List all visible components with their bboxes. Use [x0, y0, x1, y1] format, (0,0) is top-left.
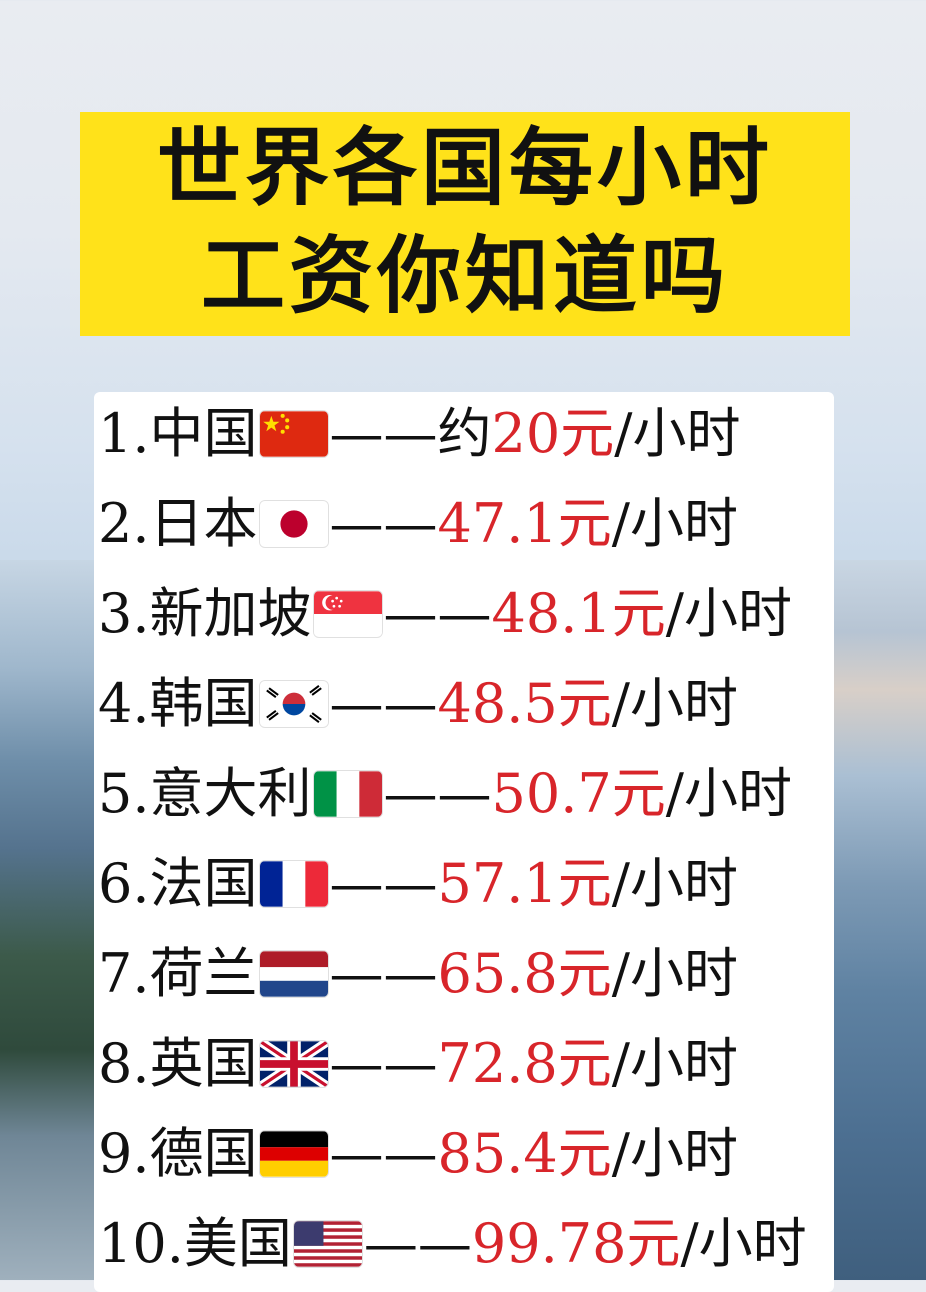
country-name: 德国: [149, 1122, 258, 1185]
wage-amount: 20元: [491, 402, 615, 465]
uk-flag-icon: [259, 1041, 328, 1087]
wage-amount: 47.1元: [437, 492, 612, 555]
dash: ——: [383, 582, 492, 645]
rank-number: 7.: [98, 942, 150, 1005]
country-name: 美国: [183, 1212, 292, 1275]
wage-unit: /小时: [611, 1122, 738, 1185]
japan-flag-icon: [259, 501, 328, 547]
list-item: 1. 中国 —— 约 20元 /小时: [98, 394, 740, 474]
dash: ——: [329, 492, 438, 555]
france-flag-icon: [259, 861, 328, 907]
country-name: 英国: [149, 1032, 258, 1095]
list-item: 2. 日本 —— 47.1元 /小时: [98, 484, 738, 564]
wage-unit: /小时: [665, 582, 792, 645]
dash: ——: [383, 762, 492, 825]
wage-amount: 65.8元: [437, 942, 612, 1005]
title-banner: 世界各国每小时 工资你知道吗: [80, 112, 850, 336]
singapore-flag-icon: [313, 591, 382, 637]
wage-unit: /小时: [611, 492, 738, 555]
title-line-1: 世界各国每小时: [156, 118, 773, 217]
list-item: 3. 新加坡 —— 48.1元 /小时: [98, 574, 792, 654]
background-city-right: [816, 560, 926, 1280]
netherlands-flag-icon: [259, 951, 328, 997]
rank-number: 1.: [98, 402, 150, 465]
list-item: 5. 意大利 —— 50.7元 /小时: [98, 754, 792, 834]
wage-unit: /小时: [665, 762, 792, 825]
dash: ——: [363, 1212, 472, 1275]
title-line-2: 工资你知道吗: [200, 226, 729, 325]
wage-unit: /小时: [611, 1032, 738, 1095]
wage-unit: /小时: [611, 672, 738, 735]
wage-list-card: 1. 中国 —— 约 20元 /小时 2. 日本 —— 47.1元 /小时 3.…: [94, 392, 834, 1292]
list-item: 6. 法国 —— 57.1元 /小时: [98, 844, 738, 924]
dash: ——: [329, 852, 438, 915]
list-item: 9. 德国 —— 85.4元 /小时: [98, 1114, 738, 1194]
rank-number: 9.: [98, 1122, 150, 1185]
rank-number: 10.: [98, 1212, 184, 1275]
wage-unit: /小时: [611, 942, 738, 1005]
wage-unit: /小时: [611, 852, 738, 915]
korea-flag-icon: [259, 681, 328, 727]
wage-unit: /小时: [614, 402, 741, 465]
wage-amount: 50.7元: [491, 762, 666, 825]
rank-number: 3.: [98, 582, 150, 645]
usa-flag-icon: [293, 1221, 362, 1267]
list-item: 7. 荷兰 —— 65.8元 /小时: [98, 934, 738, 1014]
country-name: 意大利: [149, 762, 312, 825]
background-coastline-left: [0, 560, 110, 1280]
country-name: 荷兰: [149, 942, 258, 1005]
wage-amount: 72.8元: [437, 1032, 612, 1095]
country-name: 韩国: [149, 672, 258, 735]
wage-amount: 85.4元: [437, 1122, 612, 1185]
wage-amount: 99.78元: [471, 1212, 681, 1275]
wage-amount: 48.5元: [437, 672, 612, 735]
wage-amount: 48.1元: [491, 582, 666, 645]
list-item: 8. 英国 —— 72.8元 /小时: [98, 1024, 738, 1104]
country-name: 法国: [149, 852, 258, 915]
country-name: 新加坡: [149, 582, 312, 645]
rank-number: 2.: [98, 492, 150, 555]
rank-number: 4.: [98, 672, 150, 735]
dash: ——: [329, 1122, 438, 1185]
approx-prefix: 约: [437, 402, 492, 465]
dash: ——: [329, 942, 438, 1005]
country-name: 日本: [149, 492, 258, 555]
rank-number: 5.: [98, 762, 150, 825]
wage-unit: /小时: [680, 1212, 807, 1275]
rank-number: 8.: [98, 1032, 150, 1095]
list-item: 10. 美国 —— 99.78元 /小时: [98, 1204, 807, 1284]
china-flag-icon: [259, 411, 328, 457]
dash: ——: [329, 672, 438, 735]
dash: ——: [329, 402, 438, 465]
wage-amount: 57.1元: [437, 852, 612, 915]
germany-flag-icon: [259, 1131, 328, 1177]
italy-flag-icon: [313, 771, 382, 817]
country-name: 中国: [149, 402, 258, 465]
list-item: 4. 韩国 —— 48.5元 /小时: [98, 664, 738, 744]
rank-number: 6.: [98, 852, 150, 915]
dash: ——: [329, 1032, 438, 1095]
